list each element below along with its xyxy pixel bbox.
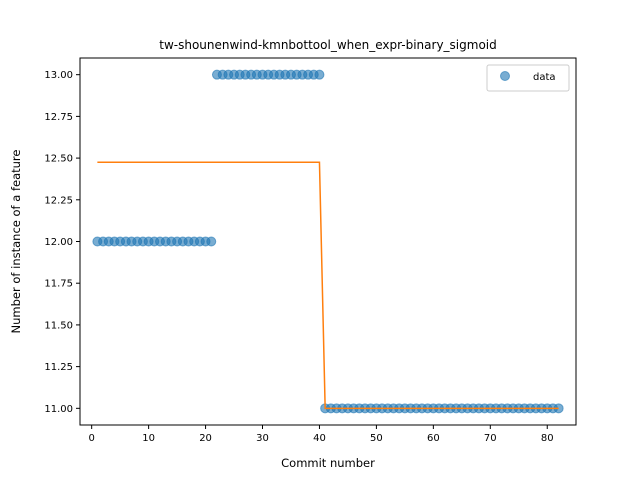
x-tick-label: 60 xyxy=(427,433,440,444)
y-tick-label: 11.50 xyxy=(44,320,73,331)
fit-line xyxy=(97,161,559,410)
y-axis-ticks: 11.00 11.25 11.50 11.75 12.00 12.25 12.50 12.75… xyxy=(44,70,80,415)
y-tick-label: 11.00 xyxy=(44,404,73,415)
chart-title: tw-shounenwind-kmnbottool_when_expr-bina… xyxy=(159,38,497,52)
legend-marker-data xyxy=(500,71,510,81)
y-tick-label: 12.25 xyxy=(44,195,73,206)
x-tick-label: 80 xyxy=(541,433,554,444)
y-tick-label: 13.00 xyxy=(44,70,73,81)
x-tick-label: 70 xyxy=(484,433,497,444)
y-tick-label: 11.75 xyxy=(44,279,73,290)
plot-area xyxy=(92,69,564,414)
y-tick-label: 11.25 xyxy=(44,362,73,373)
x-tick-label: 0 xyxy=(88,433,94,444)
x-axis-label: Commit number xyxy=(281,456,375,470)
data-point xyxy=(206,236,217,247)
legend: data xyxy=(486,64,570,92)
x-tick-label: 40 xyxy=(313,433,326,444)
y-axis-label: Number of instance of a feature xyxy=(9,150,23,334)
y-tick-label: 12.50 xyxy=(44,154,73,165)
x-axis-ticks: 0 10 20 30 40 50 60 70 80 xyxy=(88,425,554,444)
y-tick-label: 12.75 xyxy=(44,112,73,123)
legend-box xyxy=(486,64,570,92)
data-point xyxy=(314,69,325,80)
legend-label-data: data xyxy=(533,72,556,83)
x-tick-label: 10 xyxy=(142,433,155,444)
x-tick-label: 30 xyxy=(256,433,269,444)
x-tick-label: 20 xyxy=(199,433,212,444)
y-tick-label: 12.00 xyxy=(44,237,73,248)
x-tick-label: 50 xyxy=(370,433,383,444)
